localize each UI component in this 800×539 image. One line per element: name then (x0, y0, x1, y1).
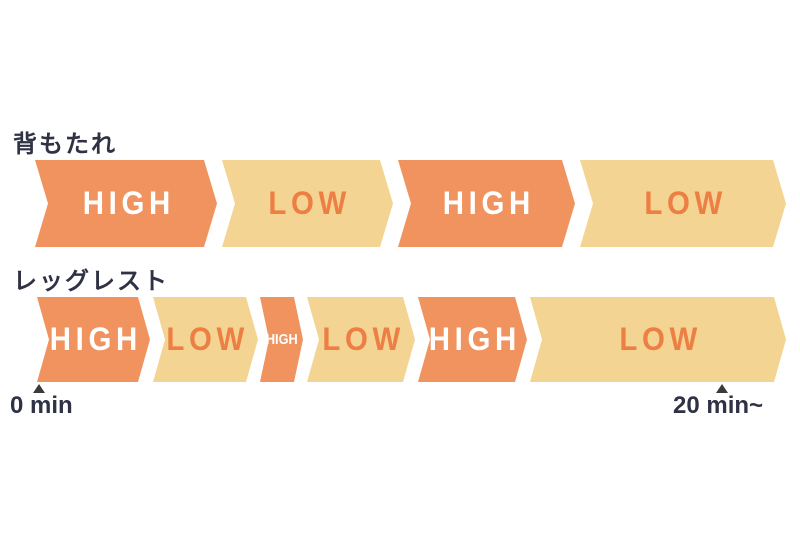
end-time-label: 20 min~ (673, 392, 764, 419)
chevron-segment-high: HIGH (35, 160, 217, 247)
segment-level-text: LOW (619, 321, 702, 357)
chevron-segment-high: HIGH (37, 297, 150, 382)
backrest-row-label: 背もたれ (13, 131, 117, 158)
segment-level-text: LOW (268, 185, 352, 221)
segment-level-text: HIGH (82, 185, 175, 221)
chevron-segment-high: HIGH (418, 297, 527, 382)
chevron-segment-high: HIGH (398, 160, 575, 247)
segment-level-text: LOW (166, 321, 250, 357)
segment-level-text: LOW (322, 321, 405, 357)
chevron-segment-low: LOW (222, 160, 393, 247)
start-time-label: 0 min (10, 392, 73, 419)
end-time-marker-triangle-icon (716, 384, 728, 393)
chevron-segment-low: LOW (307, 297, 415, 382)
chevron-segment-high: HIGH (260, 297, 303, 382)
chevron-segment-low: LOW (153, 297, 258, 382)
chevron-segment-low: LOW (580, 160, 786, 247)
segment-level-text: LOW (644, 185, 727, 221)
segment-level-text: HIGH (265, 331, 298, 348)
start-time-marker-triangle-icon (33, 384, 45, 393)
chevron-segment-low: LOW (530, 297, 786, 382)
segment-level-text: HIGH (442, 185, 535, 221)
segment-level-text: HIGH (49, 321, 142, 357)
segment-level-text: HIGH (428, 321, 521, 357)
legrest-row-label: レッグレスト (13, 268, 169, 295)
